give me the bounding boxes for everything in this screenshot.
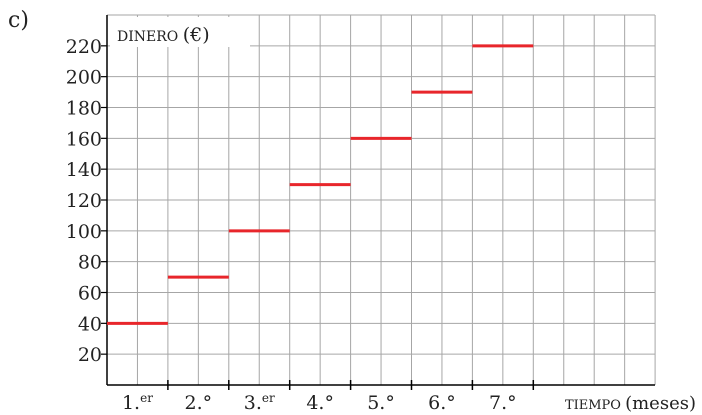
y-tick-label: 200	[66, 67, 102, 89]
x-tick-label: 3.er	[244, 391, 275, 414]
axis-labels: DINERO (€) TIEMPO (meses)	[110, 17, 696, 414]
x-axis-label: TIEMPO (meses)	[565, 393, 696, 414]
x-tick-label: 6.°	[428, 392, 456, 414]
x-tick-label: 5.°	[367, 392, 395, 414]
y-tick-label: 100	[66, 221, 102, 243]
y-axis-label-background	[110, 17, 250, 47]
y-tick-label: 60	[78, 283, 102, 305]
y-tick-label: 140	[66, 159, 102, 181]
y-axis-label: DINERO (€)	[117, 24, 210, 46]
axes	[101, 15, 655, 390]
grid	[107, 14, 656, 385]
y-tick-label: 40	[78, 313, 102, 335]
x-tick-label: 7.°	[489, 392, 517, 414]
panel-label: c)	[8, 8, 29, 33]
y-tick-labels: 20 40 60 80 100 120 140 160 180 200 220	[66, 36, 102, 366]
x-tick-label: 4.°	[306, 392, 334, 414]
y-tick-label: 120	[66, 190, 102, 212]
x-tick-labels: 1.er 2.° 3.er 4.° 5.° 6.° 7.°	[122, 391, 517, 414]
y-tick-label: 20	[78, 344, 102, 366]
y-tick-label: 80	[78, 252, 102, 274]
x-tick-label: 1.er	[122, 391, 153, 414]
data-series	[107, 44, 534, 325]
y-tick-label: 160	[66, 128, 102, 150]
x-tick-label: 2.°	[185, 392, 213, 414]
y-tick-label: 220	[66, 36, 102, 58]
y-tick-label: 180	[66, 98, 102, 120]
